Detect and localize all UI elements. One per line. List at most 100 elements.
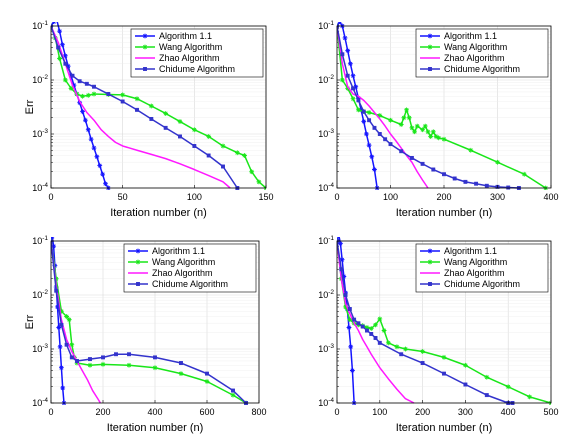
algorithm-1-1-point: [60, 42, 65, 48]
wang-algorithm-point: [409, 125, 415, 131]
series-zhao-algorithm: [337, 240, 415, 404]
wang-algorithm-point: [234, 150, 240, 156]
algorithm-1-1-point: [366, 142, 372, 148]
wang-algorithm-point: [80, 93, 85, 99]
y-tick-label: 10-4: [32, 397, 48, 408]
chidume-algorithm-point: [365, 328, 369, 333]
chidume-algorithm-point: [179, 361, 183, 365]
wang-algorithm-point: [152, 365, 158, 371]
wang-algorithm-point: [468, 147, 474, 153]
y-tick-label: 10-4: [32, 182, 48, 193]
chidume-algorithm-point: [69, 355, 74, 360]
chidume-algorithm-point: [63, 61, 68, 66]
series-line-chidume-algorithm: [337, 240, 513, 404]
y-tick-label: 10-3: [32, 128, 48, 139]
algorithm-1-1-point: [57, 28, 62, 34]
x-axis-label: Iteration number (n): [107, 422, 204, 434]
wang-algorithm-point: [120, 92, 126, 98]
x-tick-label: 100: [187, 192, 202, 202]
wang-algorithm-point: [373, 322, 378, 328]
series-wang-algorithm: [51, 23, 266, 190]
y-tick-label: 10-1: [32, 235, 48, 246]
series-zhao-algorithm: [337, 25, 429, 189]
wang-algorithm-point: [401, 115, 407, 121]
wang-algorithm-point: [206, 134, 212, 139]
wang-algorithm-point: [385, 340, 391, 346]
algorithm-1-1-point: [97, 163, 103, 168]
chidume-algorithm-point: [153, 355, 157, 360]
x-tick-label: 400: [543, 192, 558, 202]
x-tick-label: 100: [372, 407, 387, 417]
subplot-3: 0 200 400 600 800 10-4 10-3 10-2 10-1 Iteration n…: [24, 235, 267, 434]
series-line-algorithm-1-1: [337, 22, 378, 189]
chidume-algorithm-point: [135, 107, 139, 112]
wang-algorithm-point: [414, 123, 420, 129]
legend-label-algorithm-1-1: Algorithm 1.1: [152, 246, 205, 256]
algorithm-1-1-point: [337, 22, 343, 25]
chidume-algorithm-point: [356, 98, 361, 103]
legend-wang-algorithm-point: [142, 44, 148, 50]
chidume-algorithm-point: [452, 176, 457, 181]
y-tick-label: 10-1: [318, 20, 334, 31]
chidume-algorithm-point: [343, 293, 348, 297]
wang-algorithm-point: [339, 77, 345, 83]
legend-label-zhao-algorithm: Zhao Algorithm: [152, 268, 213, 278]
chidume-algorithm-point: [431, 167, 436, 172]
chidume-algorithm-point: [399, 352, 404, 357]
chidume-algorithm-point: [84, 81, 89, 86]
wang-algorithm-point: [100, 361, 106, 367]
wang-algorithm-point: [394, 344, 400, 350]
y-tick-label: 10-3: [318, 343, 334, 354]
y-axis-label: Err: [24, 99, 36, 114]
wang-algorithm-point: [59, 308, 64, 314]
chidume-algorithm-point: [92, 84, 96, 89]
algorithm-1-1-point: [71, 82, 77, 88]
chidume-algorithm-point: [373, 336, 378, 340]
x-tick-label: 0: [334, 192, 339, 202]
wang-algorithm-point: [178, 371, 184, 377]
algorithm-1-1-point: [353, 84, 359, 90]
wang-algorithm-point: [62, 77, 68, 83]
series-algorithm-1-1: [337, 22, 380, 190]
series-zhao-algorithm: [51, 25, 231, 189]
chidume-algorithm-point: [409, 156, 414, 160]
legend-label-algorithm-1-1: Algorithm 1.1: [444, 246, 497, 256]
chidume-algorithm-point: [54, 288, 59, 293]
chidume-algorithm-point: [377, 340, 382, 345]
wang-algorithm-point: [53, 276, 59, 282]
algorithm-1-1-point: [91, 145, 97, 151]
algorithm-1-1-point: [56, 22, 58, 23]
wang-algorithm-point: [364, 325, 370, 330]
series-line-wang-algorithm: [337, 240, 551, 404]
wang-algorithm-point: [420, 127, 425, 133]
algorithm-1-1-point: [51, 243, 56, 249]
chidume-algorithm-point: [88, 357, 92, 362]
legend-algorithm-1-1-point: [142, 33, 148, 39]
chidume-algorithm-point: [347, 307, 352, 311]
chidume-algorithm-point: [101, 355, 105, 360]
algorithm-1-1-point: [94, 154, 100, 160]
algorithm-1-1-point: [369, 154, 375, 160]
y-tick-label: 10-3: [32, 343, 48, 354]
chidume-algorithm-point: [372, 125, 377, 130]
x-axis-label: Iteration number (n): [396, 207, 493, 219]
chidume-algorithm-point: [178, 134, 182, 139]
legend-label-chidume-algorithm: Chidume Algorithm: [159, 64, 235, 74]
wang-algorithm-point: [425, 129, 431, 135]
algorithm-1-1-point: [338, 237, 340, 238]
wang-algorithm-point: [126, 362, 132, 368]
chidume-algorithm-point: [206, 153, 211, 158]
y-tick-label: 10-1: [32, 20, 48, 31]
chidume-algorithm-point: [345, 73, 350, 78]
chidume-algorithm-point: [463, 382, 468, 387]
legend-chidume-algorithm-point: [136, 282, 140, 286]
chidume-algorithm-point: [127, 352, 131, 357]
wang-algorithm-point: [204, 379, 210, 384]
algorithm-1-1-point: [356, 95, 361, 101]
legend-label-algorithm-1-1: Algorithm 1.1: [444, 31, 497, 41]
chidume-algorithm-point: [399, 149, 404, 154]
legend-label-chidume-algorithm: Chidume Algorithm: [444, 279, 520, 289]
algorithm-1-1-point: [51, 237, 55, 240]
